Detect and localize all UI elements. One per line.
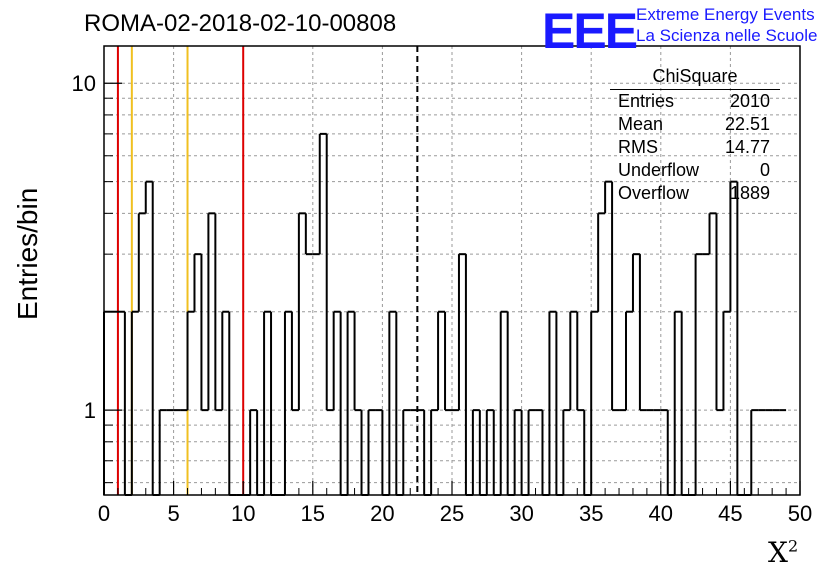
x-axis-label: X2 (768, 536, 798, 569)
x-tick-label: 20 (370, 501, 394, 526)
x-axis-label-base: X (768, 536, 788, 569)
stats-box: ChiSquare Entries 2010 Mean 22.51 RMS 14… (610, 66, 780, 205)
stats-value: 22.51 (724, 114, 770, 134)
stats-label: Mean (618, 114, 664, 134)
y-axis-label: Entries/bin (12, 187, 43, 320)
stats-row-underflow: Underflow 0 (612, 159, 780, 182)
x-tick-label: 0 (98, 501, 110, 526)
x-tick-label: 30 (509, 501, 533, 526)
stats-row-entries: Entries 2010 (612, 90, 780, 113)
stats-label: RMS (618, 137, 658, 157)
x-tick-label: 35 (579, 501, 603, 526)
x-tick-label: 40 (649, 501, 673, 526)
x-tick-label: 50 (788, 501, 812, 526)
stats-value: 2010 (729, 91, 770, 111)
reference-lines (116, 46, 419, 495)
stats-row-rms: RMS 14.77 (612, 136, 780, 159)
stats-value: 1889 (729, 183, 770, 203)
x-tick-label: 5 (167, 501, 179, 526)
x-tick-label: 10 (231, 501, 255, 526)
x-tick-label: 15 (301, 501, 325, 526)
stats-label: Overflow (618, 183, 690, 203)
x-tick-label: 25 (440, 501, 464, 526)
y-tick-label: 1 (84, 398, 96, 423)
x-tick-label: 45 (718, 501, 742, 526)
logo-caption: Extreme Energy Events La Scienza nelle S… (636, 4, 817, 46)
stats-row-mean: Mean 22.51 (612, 113, 780, 136)
y-tick-label: 10 (72, 71, 96, 96)
logo-caption-line1: Extreme Energy Events (636, 5, 815, 24)
stats-label: Underflow (618, 160, 700, 180)
chart-title: ROMA-02-2018-02-10-00808 (84, 10, 397, 37)
stats-row-overflow: Overflow 1889 (612, 182, 780, 205)
histogram-layer (103, 132, 787, 496)
stats-label: Entries (618, 91, 675, 111)
eee-logo: EEE (542, 3, 638, 59)
grid-layer (104, 46, 800, 495)
stats-value: 14.77 (724, 137, 770, 157)
axis-layer: 0 5 10 15 20 25 30 35 40 45 50 1 10 (72, 71, 813, 526)
logo-caption-line2: La Scienza nelle Scuole (636, 26, 818, 45)
stats-box-title: ChiSquare (610, 66, 780, 90)
x-axis-label-sup: 2 (787, 536, 799, 556)
stats-value: 0 (759, 160, 770, 180)
